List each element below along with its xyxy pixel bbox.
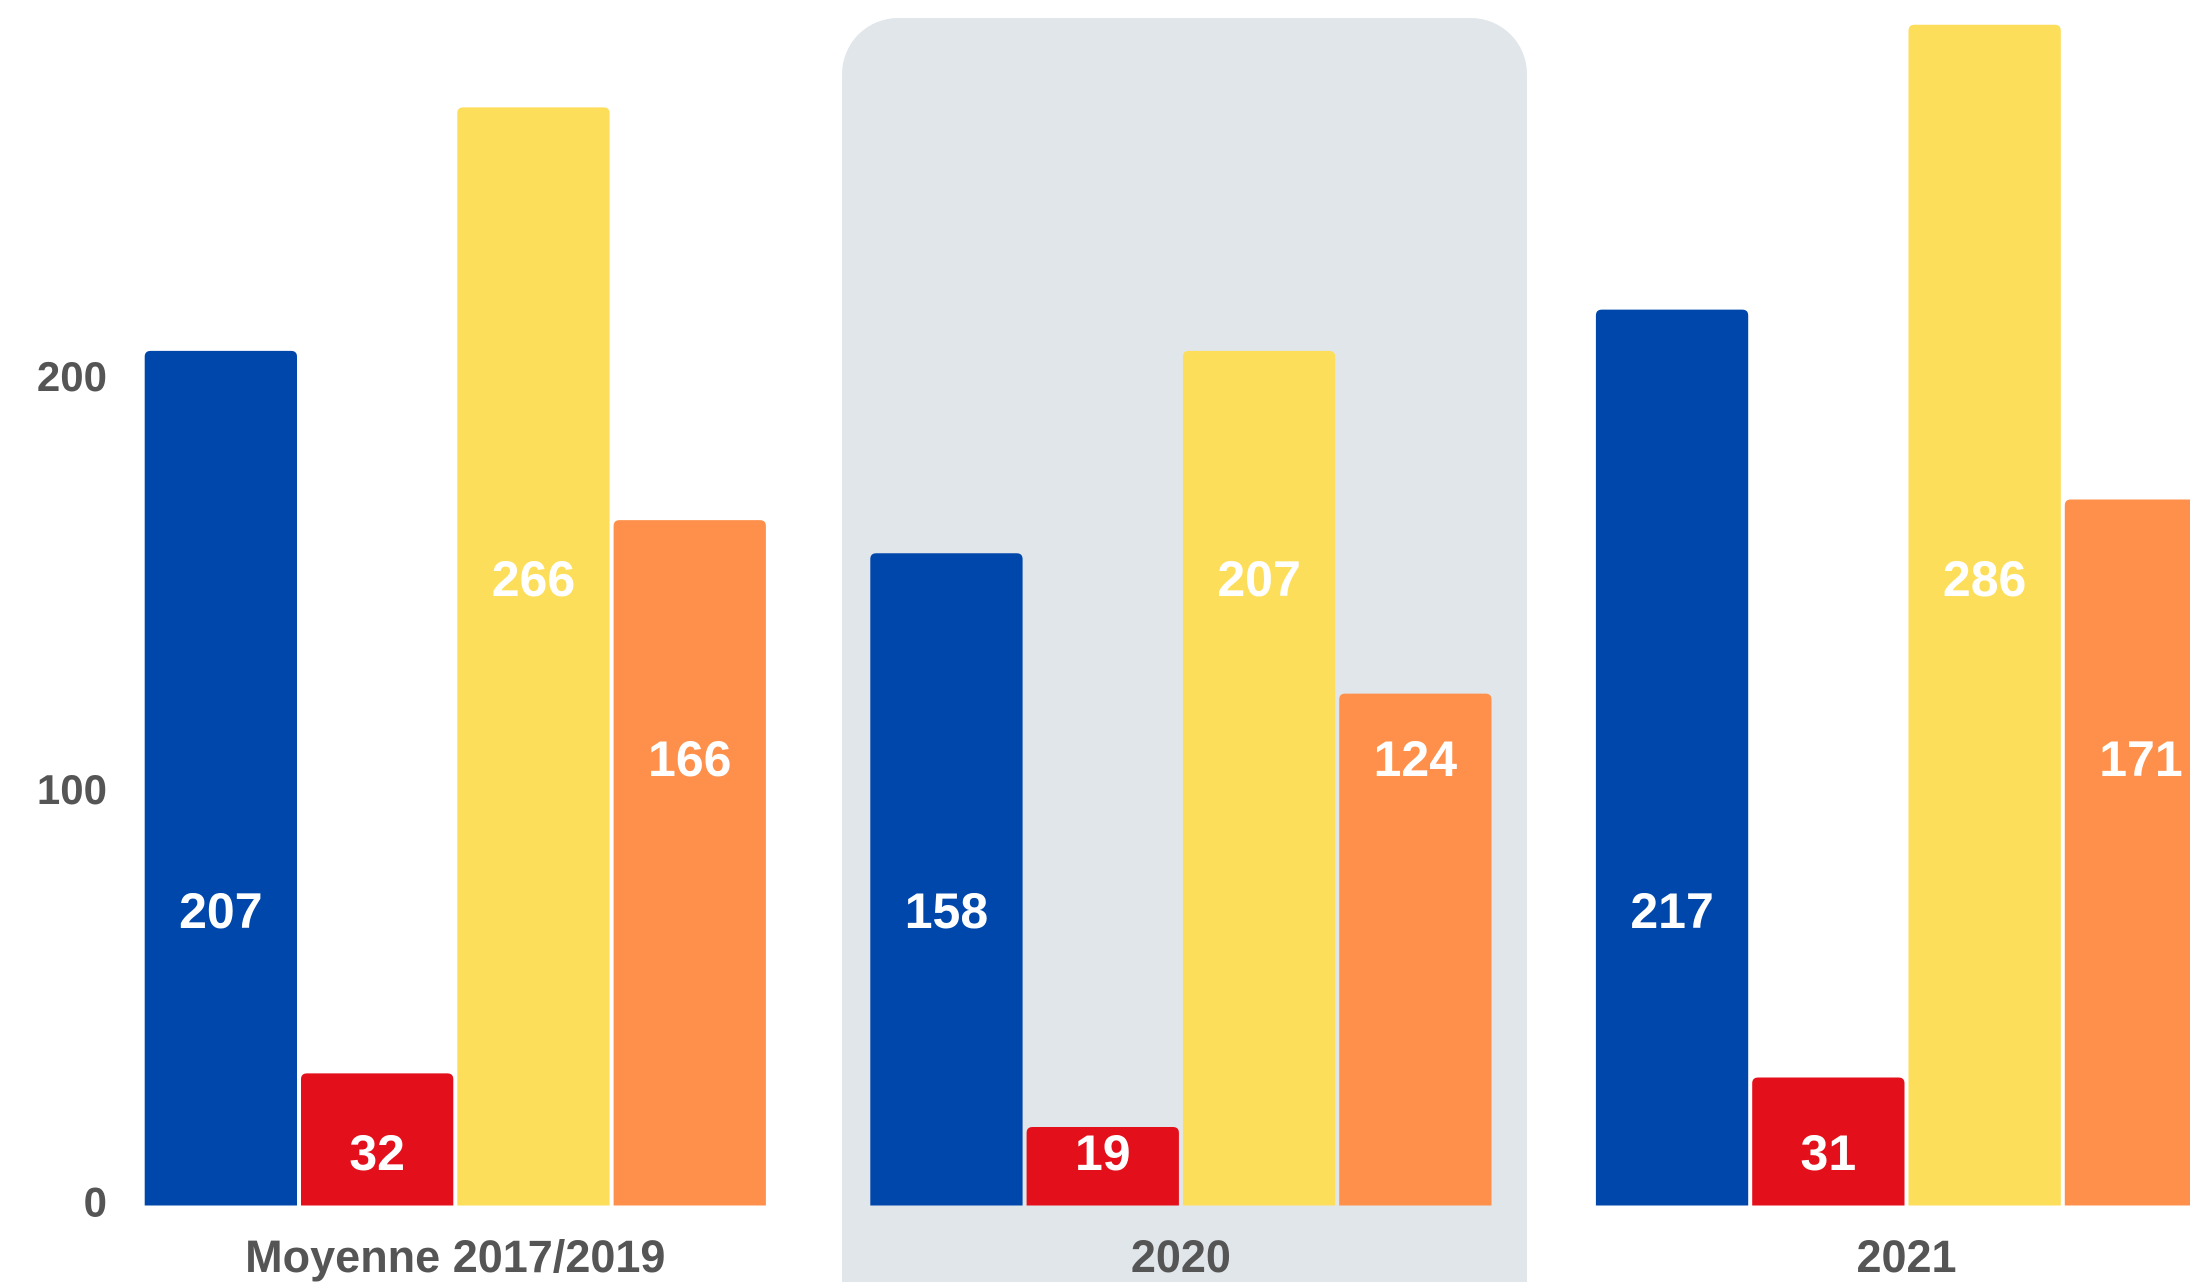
value-label: 217 — [1630, 883, 1713, 939]
value-label: 158 — [905, 883, 988, 939]
bar — [870, 553, 1023, 1206]
x-tick-label: 2021 — [1856, 1231, 1956, 1282]
y-tick-label: 200 — [37, 353, 107, 400]
x-tick-label: Moyenne 2017/2019 — [245, 1231, 665, 1282]
value-label: 19 — [1075, 1125, 1131, 1181]
bar — [1908, 24, 2061, 1206]
bar — [1339, 693, 1492, 1206]
bar — [144, 350, 297, 1206]
y-tick-label: 0 — [84, 1179, 107, 1226]
bar — [457, 107, 610, 1206]
value-label: 207 — [179, 883, 262, 939]
value-label: 166 — [648, 731, 731, 787]
value-label: 124 — [1374, 731, 1458, 787]
value-label: 266 — [492, 551, 575, 607]
x-tick-label: 2020 — [1131, 1231, 1231, 1282]
value-label: 207 — [1217, 551, 1300, 607]
bar — [2064, 499, 2190, 1206]
bar — [613, 520, 766, 1206]
bar — [301, 1073, 454, 1206]
y-tick-label: 100 — [37, 766, 107, 813]
value-label: 31 — [1801, 1125, 1857, 1181]
bar — [1595, 309, 1749, 1206]
value-label: 286 — [1943, 551, 2026, 607]
value-label: 32 — [349, 1125, 405, 1181]
value-label: 171 — [2099, 731, 2182, 787]
bar — [1026, 1127, 1179, 1206]
bar — [1182, 350, 1336, 1206]
bar — [1752, 1077, 1905, 1206]
